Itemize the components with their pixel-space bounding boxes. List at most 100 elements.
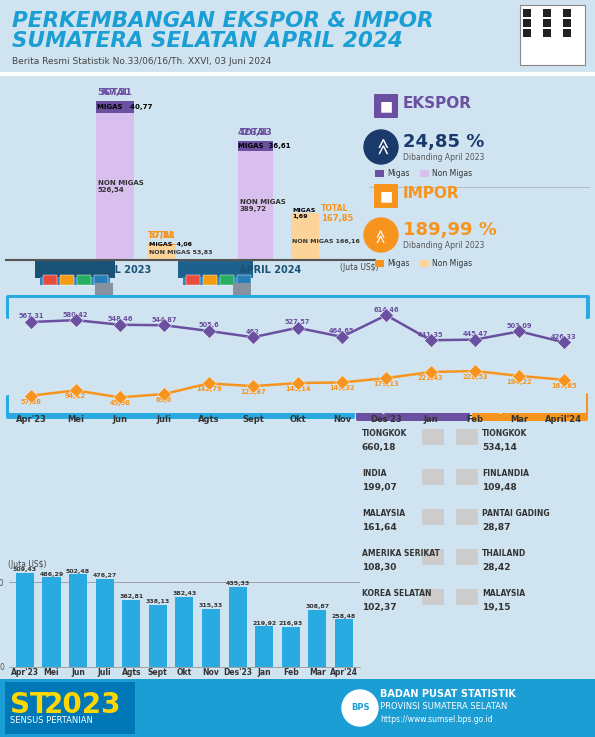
FancyBboxPatch shape — [35, 260, 115, 278]
FancyBboxPatch shape — [96, 113, 134, 260]
Text: 199,07: 199,07 — [362, 483, 397, 492]
FancyBboxPatch shape — [456, 429, 478, 445]
Text: Non Migas: Non Migas — [432, 259, 472, 268]
Text: 102,37: 102,37 — [362, 603, 397, 612]
Bar — [255, 626, 273, 667]
FancyBboxPatch shape — [0, 679, 595, 737]
Point — [426, 366, 436, 378]
Text: ■: ■ — [380, 99, 393, 113]
Text: 445,47: 445,47 — [462, 331, 488, 337]
Text: 94,12: 94,12 — [65, 394, 86, 399]
Text: 123,87: 123,87 — [240, 389, 266, 395]
Point — [559, 374, 569, 385]
Text: 435,33: 435,33 — [226, 581, 250, 586]
Text: NERACA PERDAGANGAN INDONESIA, APRIL 2023 - APRIL2024: NERACA PERDAGANGAN INDONESIA, APRIL 2023… — [24, 402, 336, 411]
FancyBboxPatch shape — [472, 393, 588, 421]
Text: 567,31: 567,31 — [18, 313, 44, 319]
Text: 57,88: 57,88 — [149, 220, 175, 240]
Text: 108,30: 108,30 — [362, 563, 396, 572]
Text: ■: ■ — [380, 189, 393, 203]
Text: 567,31: 567,31 — [98, 77, 132, 97]
Text: SENSUS PERTANIAN: SENSUS PERTANIAN — [10, 716, 93, 725]
Text: SUMATERA SELATAN APRIL 2024: SUMATERA SELATAN APRIL 2024 — [12, 31, 403, 51]
FancyBboxPatch shape — [40, 277, 110, 285]
Text: TOTAL: TOTAL — [148, 231, 176, 240]
Point — [337, 377, 347, 388]
Text: MIGAS  36,61: MIGAS 36,61 — [239, 143, 291, 149]
Text: 69,6: 69,6 — [156, 397, 173, 403]
Point — [293, 322, 302, 334]
Text: PROVINSI SUMATERA SELATAN: PROVINSI SUMATERA SELATAN — [380, 702, 508, 711]
FancyBboxPatch shape — [422, 429, 444, 445]
Point — [381, 372, 391, 384]
Bar — [228, 587, 247, 667]
Text: 149,32: 149,32 — [329, 385, 355, 391]
Text: Dibanding April 2023: Dibanding April 2023 — [403, 240, 484, 250]
Text: MALAYSIA: MALAYSIA — [482, 589, 525, 598]
Text: INDIA: INDIA — [362, 469, 387, 478]
Text: 109,48: 109,48 — [482, 483, 516, 492]
FancyBboxPatch shape — [5, 682, 135, 734]
Bar — [16, 573, 34, 667]
Text: THAILAND: THAILAND — [482, 549, 526, 558]
Point — [248, 380, 258, 392]
FancyBboxPatch shape — [6, 295, 590, 319]
Text: 28,42: 28,42 — [482, 563, 511, 572]
Point — [515, 326, 524, 338]
Bar — [176, 596, 193, 667]
Text: 338,13: 338,13 — [146, 599, 170, 604]
FancyBboxPatch shape — [236, 275, 250, 285]
Text: 614,46: 614,46 — [374, 307, 399, 312]
Point — [248, 332, 258, 343]
Bar — [308, 610, 327, 667]
Text: 145,14: 145,14 — [285, 386, 310, 392]
FancyBboxPatch shape — [237, 141, 273, 151]
Text: 258,48: 258,48 — [332, 614, 356, 618]
FancyBboxPatch shape — [94, 275, 108, 285]
Text: 167,85: 167,85 — [551, 383, 577, 388]
Bar — [122, 600, 140, 667]
FancyBboxPatch shape — [520, 5, 585, 65]
Text: 464,65: 464,65 — [329, 328, 355, 335]
FancyBboxPatch shape — [374, 184, 398, 208]
Text: 19,15: 19,15 — [482, 603, 511, 612]
Text: NON MIGAS 53,83: NON MIGAS 53,83 — [149, 250, 212, 255]
FancyBboxPatch shape — [60, 275, 74, 285]
Text: Migas: Migas — [387, 169, 409, 178]
FancyBboxPatch shape — [543, 9, 551, 17]
Text: KOREA SELATAN: KOREA SELATAN — [362, 589, 431, 598]
Bar — [42, 577, 61, 667]
FancyBboxPatch shape — [291, 214, 319, 260]
Circle shape — [364, 218, 398, 252]
Text: 216,93: 216,93 — [278, 621, 303, 626]
Text: IMPOR
JAN-APRIL 2024: IMPOR JAN-APRIL 2024 — [499, 400, 560, 413]
Text: MIGAS   40,77: MIGAS 40,77 — [97, 104, 152, 110]
Bar — [69, 574, 87, 667]
Text: 426,33: 426,33 — [237, 117, 273, 136]
Text: 28,87: 28,87 — [482, 523, 511, 532]
Text: MIGAS  4,06: MIGAS 4,06 — [149, 242, 192, 247]
Point — [426, 335, 436, 346]
FancyBboxPatch shape — [456, 469, 478, 485]
FancyBboxPatch shape — [220, 275, 233, 285]
Point — [159, 388, 169, 400]
Text: 441,35: 441,35 — [418, 332, 443, 338]
FancyBboxPatch shape — [420, 170, 429, 177]
Text: TOTAL: TOTAL — [321, 203, 349, 213]
Circle shape — [342, 690, 378, 726]
Text: AMERIKA SERIKAT: AMERIKA SERIKAT — [362, 549, 440, 558]
Text: 315,33: 315,33 — [199, 603, 223, 608]
Text: 426,33: 426,33 — [551, 334, 577, 340]
Text: 544,87: 544,87 — [152, 317, 177, 323]
Text: TIONGKOK: TIONGKOK — [362, 429, 408, 438]
Text: 167,85: 167,85 — [321, 214, 353, 223]
Text: MIGAS
1,69: MIGAS 1,69 — [292, 208, 315, 219]
FancyBboxPatch shape — [148, 244, 176, 245]
FancyBboxPatch shape — [543, 19, 551, 27]
Point — [204, 377, 214, 389]
FancyBboxPatch shape — [563, 29, 571, 37]
FancyBboxPatch shape — [202, 275, 217, 285]
FancyBboxPatch shape — [183, 277, 248, 285]
FancyBboxPatch shape — [233, 283, 250, 295]
Point — [115, 391, 125, 403]
